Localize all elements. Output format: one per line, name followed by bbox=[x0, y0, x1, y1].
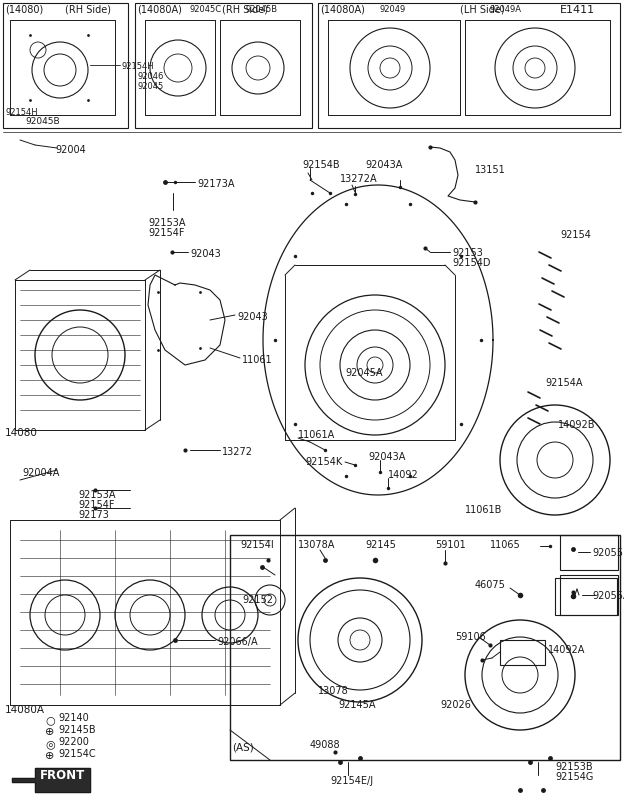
Text: 92043A: 92043A bbox=[365, 160, 402, 170]
Text: 14080A: 14080A bbox=[5, 705, 45, 715]
Text: 92154F: 92154F bbox=[148, 228, 185, 238]
Text: 92140: 92140 bbox=[58, 713, 89, 723]
Text: 92200: 92200 bbox=[58, 737, 89, 747]
Text: (AS): (AS) bbox=[232, 742, 254, 752]
Text: 14092A: 14092A bbox=[548, 645, 585, 655]
Text: 13078: 13078 bbox=[318, 686, 349, 696]
Text: 92154F: 92154F bbox=[78, 500, 114, 510]
Text: (14080): (14080) bbox=[5, 4, 43, 14]
Text: 92173A: 92173A bbox=[197, 179, 235, 189]
Text: 92055: 92055 bbox=[592, 548, 623, 558]
Text: 92154C: 92154C bbox=[58, 749, 95, 759]
Text: 92045: 92045 bbox=[137, 82, 163, 91]
Text: 11061: 11061 bbox=[242, 355, 273, 365]
Text: 11061B: 11061B bbox=[465, 505, 502, 515]
Text: 92153A: 92153A bbox=[78, 490, 115, 500]
Text: ⊕: ⊕ bbox=[45, 751, 54, 761]
Text: 92154D: 92154D bbox=[452, 258, 490, 268]
Text: 59101: 59101 bbox=[435, 540, 466, 550]
Text: 92004: 92004 bbox=[55, 145, 85, 155]
Text: 92045C: 92045C bbox=[190, 5, 222, 14]
Text: 92066/A: 92066/A bbox=[217, 637, 258, 647]
Text: 14092B: 14092B bbox=[558, 420, 595, 430]
Polygon shape bbox=[12, 768, 90, 792]
Text: FRONT: FRONT bbox=[40, 769, 85, 782]
Text: 92145: 92145 bbox=[365, 540, 396, 550]
Text: 92154I: 92154I bbox=[240, 540, 274, 550]
Text: 92145B: 92145B bbox=[58, 725, 95, 735]
Text: 13078A: 13078A bbox=[298, 540, 335, 550]
Bar bbox=[560, 535, 618, 570]
Text: 13272: 13272 bbox=[222, 447, 253, 457]
Text: 92154: 92154 bbox=[560, 230, 591, 240]
Text: E1411: E1411 bbox=[560, 5, 595, 15]
Text: 92154H: 92154H bbox=[5, 108, 37, 117]
Text: 14092: 14092 bbox=[388, 470, 419, 480]
Bar bbox=[135, 3, 312, 128]
Text: 92045A: 92045A bbox=[345, 368, 383, 378]
Text: 92154G: 92154G bbox=[555, 772, 593, 782]
Text: 92045B: 92045B bbox=[245, 5, 277, 14]
Text: 46075: 46075 bbox=[475, 580, 506, 590]
Bar bbox=[500, 640, 545, 665]
Bar bbox=[555, 578, 617, 615]
Text: 92043A: 92043A bbox=[368, 452, 406, 462]
Text: ⊕: ⊕ bbox=[45, 727, 54, 737]
Text: 92049A: 92049A bbox=[490, 5, 522, 14]
Bar bbox=[230, 535, 620, 760]
Text: 92153A: 92153A bbox=[148, 218, 185, 228]
Bar bbox=[3, 3, 128, 128]
Text: 92045B: 92045B bbox=[26, 117, 61, 126]
Text: 92154K: 92154K bbox=[305, 457, 342, 467]
Text: ◎: ◎ bbox=[45, 739, 55, 749]
Bar bbox=[318, 3, 620, 128]
Text: (LH Side): (LH Side) bbox=[460, 4, 505, 14]
Text: 92046: 92046 bbox=[137, 72, 163, 81]
Text: 92043: 92043 bbox=[237, 312, 268, 322]
Text: 92055A: 92055A bbox=[592, 591, 624, 601]
Text: 11065: 11065 bbox=[490, 540, 521, 550]
Text: 92145A: 92145A bbox=[338, 700, 376, 710]
Text: 14080: 14080 bbox=[5, 428, 38, 438]
Text: 49088: 49088 bbox=[310, 740, 341, 750]
Text: (RH Side): (RH Side) bbox=[222, 4, 268, 14]
Text: 92154E/J: 92154E/J bbox=[330, 776, 373, 786]
Bar bbox=[560, 575, 618, 615]
Text: 92154H: 92154H bbox=[122, 62, 155, 71]
Text: 92152: 92152 bbox=[242, 595, 273, 605]
Text: 92043: 92043 bbox=[190, 249, 221, 259]
Text: 13151: 13151 bbox=[475, 165, 505, 175]
Text: 92004A: 92004A bbox=[22, 468, 59, 478]
Text: 92026: 92026 bbox=[440, 700, 471, 710]
Text: 92173: 92173 bbox=[78, 510, 109, 520]
Text: ○: ○ bbox=[45, 715, 55, 725]
Text: 92153: 92153 bbox=[452, 248, 483, 258]
Text: 92153B: 92153B bbox=[555, 762, 593, 772]
Text: (14080A): (14080A) bbox=[320, 4, 365, 14]
Text: (RH Side): (RH Side) bbox=[65, 4, 111, 14]
Text: 13272A: 13272A bbox=[340, 174, 378, 184]
Text: 11061A: 11061A bbox=[298, 430, 335, 440]
Text: 59106: 59106 bbox=[455, 632, 485, 642]
Text: 92049: 92049 bbox=[380, 5, 406, 14]
Text: 92154B: 92154B bbox=[302, 160, 339, 170]
Text: (14080A): (14080A) bbox=[137, 4, 182, 14]
Text: 92154A: 92154A bbox=[545, 378, 582, 388]
